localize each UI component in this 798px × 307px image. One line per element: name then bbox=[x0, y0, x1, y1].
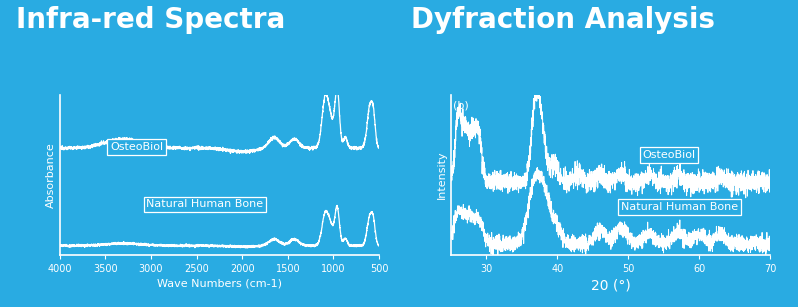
Text: Natural Human Bone: Natural Human Bone bbox=[621, 202, 738, 212]
Text: Dyfraction Analysis: Dyfraction Analysis bbox=[411, 6, 715, 34]
X-axis label: Wave Numbers (cm-1): Wave Numbers (cm-1) bbox=[157, 278, 282, 288]
Text: Natural Human Bone: Natural Human Bone bbox=[147, 199, 263, 209]
Text: (b): (b) bbox=[453, 100, 468, 110]
Text: Infra-red Spectra: Infra-red Spectra bbox=[16, 6, 285, 34]
Y-axis label: Intensity: Intensity bbox=[437, 151, 447, 199]
X-axis label: 20 (°): 20 (°) bbox=[591, 278, 630, 292]
Y-axis label: Absorbance: Absorbance bbox=[45, 142, 56, 208]
Text: OsteoBiol: OsteoBiol bbox=[110, 142, 163, 152]
Text: OsteoBiol: OsteoBiol bbox=[642, 150, 696, 160]
